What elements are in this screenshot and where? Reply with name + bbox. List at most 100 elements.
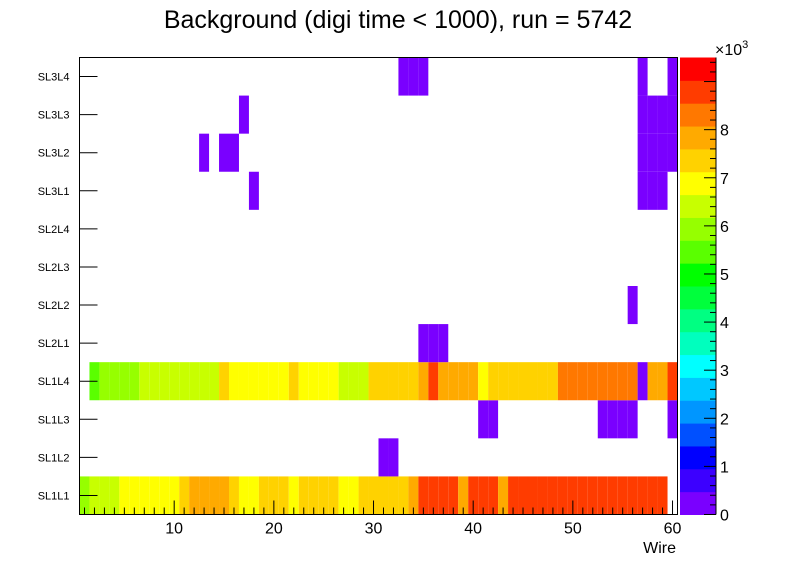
heatmap-cell-SL1L4-wire-39 (458, 362, 469, 401)
y-tick-label: SL1L3 (38, 414, 70, 426)
heatmap-cell-SL1L1-wire-17 (238, 476, 249, 515)
z-exponent-label: ×103 (715, 39, 748, 59)
heatmap-cell-SL1L4-wire-48 (547, 362, 558, 401)
palette-swatch (680, 126, 716, 150)
heatmap-cell-SL1L4-wire-32 (388, 362, 399, 401)
heatmap-cell-SL1L1-wire-11 (179, 476, 190, 515)
heatmap-cell-SL1L3-wire-53 (597, 400, 608, 439)
heatmap-cell-SL1L4-wire-33 (398, 362, 409, 401)
y-tick-label: SL2L3 (38, 262, 70, 274)
heatmap-cell-SL1L4-wire-53 (597, 362, 608, 401)
heatmap-cell-SL1L3-wire-55 (617, 400, 628, 439)
palette-swatch (680, 468, 716, 493)
heatmap-cell-SL1L4-wire-57 (637, 362, 648, 401)
heatmap-cell-SL1L4-wire-8 (149, 362, 160, 401)
x-tick-label: 40 (464, 521, 482, 538)
heatmap-cell-SL1L1-wire-18 (248, 476, 259, 515)
palette-swatch (680, 263, 716, 287)
heatmap-cell-SL3L3-wire-17 (238, 95, 249, 134)
palette-swatch (680, 445, 716, 470)
heatmap-cell-SL3L4-wire-57 (637, 57, 648, 96)
heatmap-cell-SL1L1-wire-10 (169, 476, 180, 515)
heatmap-cell-SL1L1-wire-55 (617, 476, 628, 515)
y-tick-label: SL3L4 (38, 72, 70, 84)
heatmap-cell-SL1L1-wire-46 (528, 476, 538, 515)
heatmap-cells (79, 57, 678, 515)
heatmap-cell-SL1L1-wire-38 (448, 476, 459, 515)
z-tick-label: 6 (720, 219, 729, 236)
heatmap-cell-SL1L1-wire-28 (348, 476, 359, 515)
heatmap-cell-SL1L1-wire-26 (328, 476, 339, 515)
heatmap-cell-SL3L2-wire-57 (637, 133, 648, 172)
heatmap-cell-SL3L2-wire-16 (229, 133, 239, 172)
heatmap-cell-SL3L2-wire-60 (667, 133, 678, 172)
heatmap-cell-SL1L4-wire-13 (199, 362, 210, 401)
heatmap-cell-SL1L4-wire-19 (258, 362, 269, 401)
heatmap-cell-SL2L1-wire-37 (438, 324, 449, 363)
palette-swatch (680, 57, 716, 81)
heatmap-cell-SL1L1-wire-20 (268, 476, 279, 515)
heatmap-cell-SL1L1-wire-48 (547, 476, 558, 515)
z-tick-label: 5 (720, 267, 729, 284)
heatmap-cell-SL1L4-wire-51 (577, 362, 588, 401)
palette-swatch (680, 80, 716, 104)
heatmap-cell-SL1L4-wire-3 (99, 362, 110, 401)
heatmap-cell-SL1L4-wire-52 (587, 362, 598, 401)
y-tick-label: SL3L2 (38, 148, 70, 160)
heatmap-cell-SL1L1-wire-9 (159, 476, 170, 515)
heatmap-cell-SL1L1-wire-29 (358, 476, 369, 515)
palette-swatch (680, 400, 716, 424)
x-tick-label: 20 (265, 521, 283, 538)
palette-swatch (680, 423, 716, 447)
heatmap-cell-SL1L4-wire-36 (428, 362, 439, 401)
heatmap-cell-SL1L4-wire-15 (219, 362, 229, 401)
heatmap-cell-SL1L2-wire-31 (378, 438, 389, 477)
heatmap-cell-SL1L4-wire-23 (298, 362, 309, 401)
z-tick-label: 0 (720, 508, 729, 525)
heatmap-cell-SL1L1-wire-12 (189, 476, 200, 515)
x-tick-label: 50 (564, 521, 582, 538)
heatmap-cell-SL1L1-wire-44 (508, 476, 519, 515)
heatmap-cell-SL1L1-wire-43 (498, 476, 509, 515)
z-exponent-power: 3 (742, 39, 748, 51)
y-tick-label: SL3L1 (38, 186, 70, 198)
heatmap-cell-SL1L1-wire-27 (338, 476, 349, 515)
heatmap-cell-SL1L4-wire-41 (478, 362, 489, 401)
heatmap-cell-SL1L4-wire-60 (667, 362, 678, 401)
heatmap-cell-SL1L1-wire-32 (388, 476, 399, 515)
heatmap-cell-SL3L1-wire-18 (248, 171, 259, 210)
y-tick-label: SL2L1 (38, 338, 70, 350)
heatmap-cell-SL1L4-wire-29 (358, 362, 369, 401)
heatmap-cell-SL1L4-wire-56 (627, 362, 638, 401)
heatmap-cell-SL1L4-wire-16 (229, 362, 239, 401)
y-tick-label: SL1L4 (38, 376, 70, 388)
heatmap-cell-SL1L3-wire-60 (667, 400, 678, 439)
heatmap-cell-SL1L1-wire-15 (219, 476, 229, 515)
heatmap-cell-SL1L4-wire-38 (448, 362, 459, 401)
heatmap-cell-SL2L1-wire-35 (418, 324, 429, 363)
heatmap-cell-SL1L1-wire-5 (119, 476, 130, 515)
heatmap-cell-SL1L4-wire-12 (189, 362, 200, 401)
heatmap-cell-SL3L1-wire-59 (657, 171, 668, 210)
heatmap-cell-SL1L1-wire-36 (428, 476, 439, 515)
palette-swatch (680, 240, 716, 264)
heatmap-cell-SL1L4-wire-11 (179, 362, 190, 401)
heatmap-cell-SL1L1-wire-40 (468, 476, 479, 515)
heatmap-cell-SL3L2-wire-59 (657, 133, 668, 172)
palette-swatch (680, 103, 716, 127)
heatmap-cell-SL1L4-wire-25 (318, 362, 329, 401)
heatmap-cell-SL2L2-wire-56 (627, 286, 638, 325)
heatmap-cell-SL1L1-wire-52 (587, 476, 598, 515)
z-tick-label: 1 (720, 459, 729, 476)
heatmap-cell-SL1L4-wire-42 (488, 362, 499, 401)
z-axis: 0 1 2 3 4 5 6 7 8 (704, 57, 729, 525)
heatmap-cell-SL3L2-wire-15 (219, 133, 229, 172)
heatmap-cell-SL1L1-wire-39 (458, 476, 469, 515)
heatmap-cell-SL1L1-wire-4 (109, 476, 120, 515)
heatmap-cell-SL1L1-wire-56 (627, 476, 638, 515)
heatmap-cell-SL1L1-wire-7 (139, 476, 150, 515)
y-axis: SL1L1 SL1L2 SL1L3 SL1L4 SL2L1 SL2L2 SL2L3 SL2L4… (38, 72, 98, 502)
heatmap-cell-SL1L1-wire-6 (129, 476, 140, 515)
heatmap-cell-SL1L4-wire-24 (308, 362, 319, 401)
